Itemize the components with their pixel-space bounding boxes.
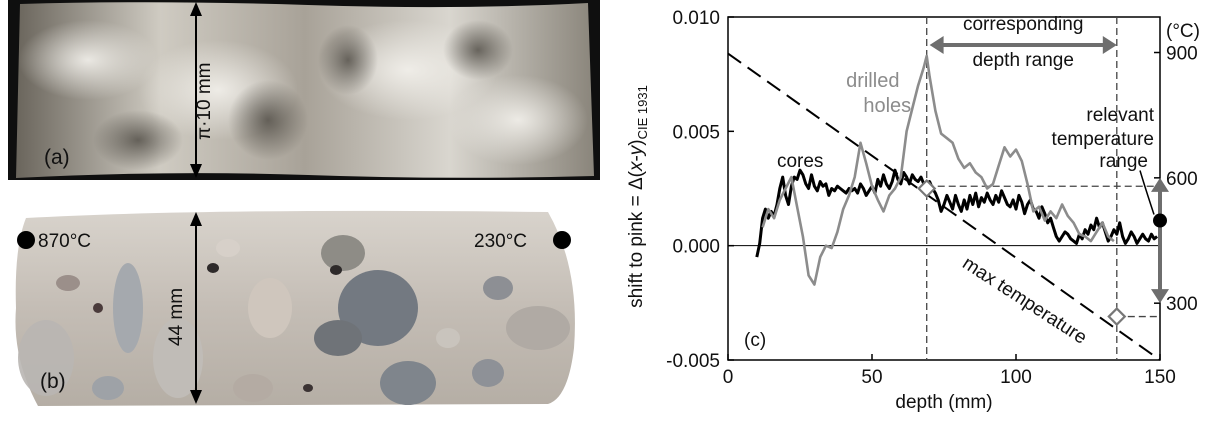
x-tick-label: 50 — [861, 367, 882, 388]
x-tick-label: 0 — [723, 367, 734, 388]
x-tick-label: 100 — [1000, 367, 1032, 388]
panel-b-label: (b) — [40, 370, 66, 393]
panel-b-image: 44 mm 870°C 230°C (b) — [15, 210, 575, 406]
relevant-leader-line — [1139, 170, 1155, 215]
depth-range-arrowhead-right — [1102, 36, 1117, 54]
y2-tick-label: 600 — [1166, 169, 1198, 190]
annot-relevant-2: temperature — [1052, 129, 1154, 150]
relevant-range-arrowhead-bottom — [1151, 289, 1169, 304]
y-axis-label-part: x — [626, 160, 647, 172]
y-tick-label: 0.005 — [672, 122, 720, 143]
annot-max-temperature: max temperature — [959, 253, 1091, 349]
intersection-marker — [917, 178, 937, 199]
y-axis-label-part: shift to pink = Δ( — [626, 170, 647, 307]
y-tick-label: 0.010 — [672, 8, 720, 29]
y2-axis-label: (°C) — [1166, 21, 1200, 42]
y-axis-label-part: y — [626, 144, 647, 157]
right-temp-dot — [553, 231, 571, 249]
y-axis-label: shift to pink = Δ(x-y)CIE 1931 — [626, 85, 650, 308]
annot-range-bottom: depth range — [972, 50, 1073, 71]
x-axis-label: depth (mm) — [895, 392, 992, 413]
y2-tick-label: 900 — [1166, 44, 1198, 65]
y-axis-label-part: ) — [626, 139, 647, 145]
series-drilled-line — [761, 54, 1115, 286]
depth-range-arrowhead-left — [929, 36, 944, 54]
annot-relevant-3: range — [1099, 151, 1148, 172]
y-tick-label: -0.005 — [666, 351, 720, 372]
series-cores-line — [755, 168, 1159, 258]
annot-relevant-1: relevant — [1086, 105, 1154, 126]
relevant-range-arrowhead-top — [1151, 177, 1169, 192]
intersection-marker — [1107, 306, 1127, 327]
panel-a-photo: π·10 mm (a) — [8, 0, 600, 180]
panel-b-right-temp: 230°C — [474, 231, 527, 252]
panel-b-left-temp: 870°C — [38, 231, 91, 252]
x-tick-label: 150 — [1144, 367, 1176, 388]
y-tick-label: 0.000 — [672, 237, 720, 258]
left-temp-dot — [17, 231, 35, 249]
panel-b-photo: 44 mm 870°C 230°C (b) — [8, 208, 600, 408]
y-axis-label-part: - — [626, 155, 647, 161]
panel-a-image: π·10 mm (a) — [8, 0, 600, 180]
annot-range-top: corresponding — [963, 14, 1083, 35]
panel-a-label: (a) — [44, 146, 70, 169]
panel-a-dimension: π·10 mm — [194, 62, 215, 140]
panel-c-chart: 0 50 100 150 -0.005 0.000 0.005 0.010 300 600 900 d… — [626, 8, 1200, 413]
annot-drilled-1: drilled — [846, 70, 899, 92]
panel-b-dimension: 44 mm — [166, 288, 187, 346]
annot-drilled-2: holes — [863, 95, 911, 117]
annot-cores: cores — [777, 151, 823, 172]
panel-c-label: (c) — [744, 330, 766, 351]
y2-tick-label: 300 — [1166, 294, 1198, 315]
relevant-point — [1153, 213, 1167, 228]
aggregate-stones — [18, 235, 570, 405]
y-axis-label-subscript: CIE 1931 — [635, 85, 650, 139]
